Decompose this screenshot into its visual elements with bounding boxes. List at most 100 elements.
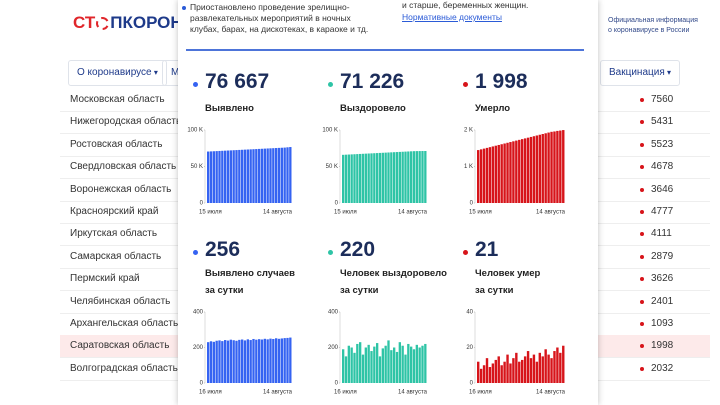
bar [370, 351, 373, 383]
bar [562, 130, 565, 203]
bar [523, 138, 527, 203]
status-dot [640, 98, 644, 102]
notice: Приостановлено проведение зрелищно-развл… [190, 2, 368, 35]
info-line: о коронавирусе в России [608, 27, 690, 34]
bar [547, 354, 550, 383]
bar [518, 139, 521, 203]
bar [342, 349, 345, 383]
bar [235, 340, 238, 383]
status-dot [193, 250, 198, 255]
bar [209, 151, 213, 203]
region-value: 2401 [651, 295, 674, 307]
bar [266, 148, 269, 203]
label-line: Выздоровело [340, 103, 406, 114]
y-tick-label: 20 [466, 345, 473, 351]
bar [509, 363, 512, 383]
charts: 0 50 K 100 K 15 июля 14 августа 0 50 K 100 K 15 … [187, 128, 565, 396]
bar [544, 133, 547, 203]
bar [376, 153, 379, 203]
bar [215, 340, 218, 383]
bar [272, 148, 275, 203]
bar [393, 347, 396, 383]
bar [249, 340, 252, 383]
bar [241, 339, 244, 383]
bar [500, 144, 503, 203]
docs-link[interactable]: Нормативные документы [402, 12, 502, 22]
bar [544, 349, 547, 383]
y-tick-label: 0 [200, 201, 204, 207]
region-name: Ростовская область [70, 138, 163, 150]
region-name: Самарская область [70, 250, 162, 262]
bar [353, 154, 356, 203]
bar [424, 151, 427, 203]
bar [553, 351, 556, 383]
bar [252, 149, 255, 203]
bar [407, 151, 410, 203]
logo-text: СТ [73, 13, 96, 32]
y-tick-label: 200 [328, 345, 339, 351]
bar [263, 338, 266, 383]
x-tick-label: 15 июля [469, 210, 492, 216]
bar [277, 338, 281, 383]
bar [266, 339, 269, 383]
bar [485, 147, 489, 203]
bar [224, 340, 227, 383]
bar [255, 149, 258, 203]
bar [482, 148, 486, 203]
bar [269, 338, 272, 383]
bar [221, 341, 224, 383]
bar [226, 340, 230, 383]
bar [367, 344, 370, 383]
status-dot [640, 344, 644, 349]
x-tick-label: 16 июля [334, 390, 357, 396]
bar [538, 352, 542, 383]
bar [283, 147, 286, 203]
bar [258, 339, 261, 383]
region-value: 3626 [651, 273, 674, 285]
bar [485, 358, 489, 383]
bar [280, 147, 283, 203]
nav-button[interactable]: О коронавирусе [68, 60, 167, 86]
bar [249, 149, 252, 203]
region-name: Свердловская область [70, 161, 177, 173]
stat-value: 256 [205, 238, 241, 261]
stat-label: Выявлено случаев за сутки [205, 265, 295, 299]
stat-label: Выявлено [205, 100, 254, 117]
bar [395, 152, 399, 203]
region-name: Иркутская область [70, 228, 158, 240]
y-tick-label: 400 [193, 310, 204, 316]
y-tick-label: 1 K [464, 164, 473, 170]
bar [553, 131, 556, 203]
x-tick-label: 15 июля [199, 210, 222, 216]
notice-line: развлекательных мероприятий в ночных [190, 13, 351, 23]
bar [387, 340, 390, 383]
bar [344, 356, 348, 383]
y-tick-label: 100 K [322, 128, 338, 134]
region-name: Челябинская область [70, 295, 171, 307]
nav-button[interactable]: Вакцинация [600, 60, 680, 86]
bar [547, 132, 550, 203]
bar [529, 358, 533, 383]
bar [404, 354, 407, 383]
bar [373, 346, 376, 383]
bar [393, 152, 396, 203]
bar [260, 148, 264, 203]
bar [238, 149, 241, 203]
y-tick-label: 40 [466, 310, 473, 316]
logo-icon [96, 17, 110, 30]
bar [506, 354, 509, 383]
bar [491, 146, 495, 203]
region-name: Воронежская область [70, 183, 172, 195]
y-tick-label: 50 K [326, 164, 338, 170]
status-dot [328, 82, 333, 87]
bar [418, 151, 421, 203]
bar [289, 147, 292, 203]
region-name: Московская область [70, 94, 165, 105]
bar [283, 338, 286, 383]
bar [559, 352, 562, 383]
status-dot [640, 366, 644, 371]
bar [415, 344, 418, 383]
status-dot [640, 142, 644, 147]
bar [280, 338, 283, 383]
bar [390, 152, 393, 203]
